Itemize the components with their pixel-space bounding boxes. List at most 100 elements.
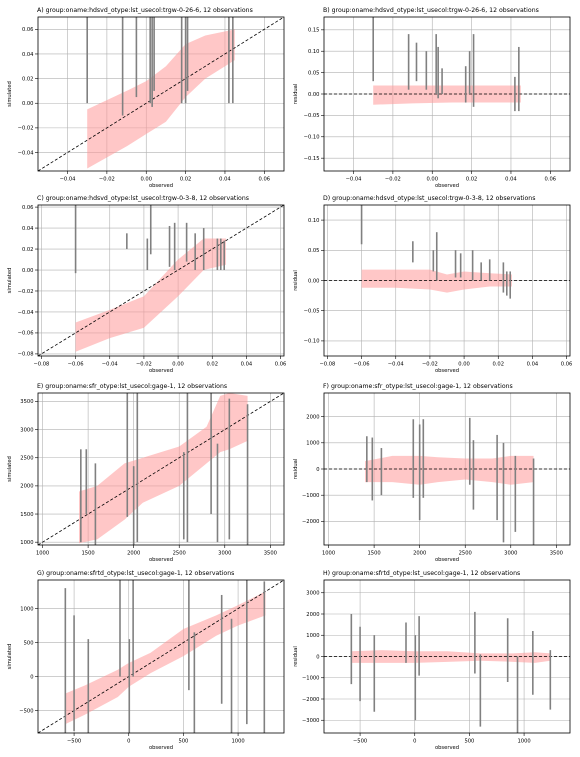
x-tick-label: 0.06 [545,177,557,183]
y-axis-label: residual [293,646,299,667]
chart-title: E) group:oname:sfr_otype:lst_usecol:gage… [37,383,227,390]
x-tick-label: 0.02 [206,362,218,368]
axes-frame [37,204,285,357]
x-tick-label: −0.02 [385,177,401,183]
panel-a: −0.04 −0.02 0.00 0.02 0.04 0.06 −0.04 −0.02 0.00… [7,7,285,189]
axes-frame [37,579,285,734]
panel-e: 1000 1500 2000 2500 3000 3500 1000 1500 2000 2500… [7,383,285,563]
uncertainty-band [65,591,266,725]
x-tick-label: 0.04 [219,177,231,183]
x-tick-label: −0.04 [388,362,405,368]
y-tick-label: 0 [316,654,319,660]
x-tick-label: −0.06 [354,362,370,368]
y-tick-label: 3000 [20,427,33,433]
plot-area [324,17,570,112]
y-axis-label: residual [293,270,299,291]
y-axis-label: simulated [7,268,13,294]
chart-title: D) group:oname:hdsvd_otype:lst_usecol:tr… [323,195,535,202]
panel-f: 1000 1500 2000 2500 3000 3500 −2000 −1000 0 1000 2… [293,383,571,563]
uncertainty-band [365,455,534,485]
y-tick-label: −0.05 [304,113,320,119]
x-axis-label: observed [149,557,173,563]
y-tick-label: 1000 [306,633,319,639]
x-tick-label: 2500 [459,551,472,557]
y-axis-label: residual [293,459,299,480]
x-tick-label: 0 [413,739,416,745]
x-tick-label: −0.08 [33,362,49,368]
x-tick-label: 0.00 [172,362,184,368]
y-tick-label: 0.00 [22,268,34,274]
one-to-one-line [38,580,284,733]
y-tick-label: 1000 [20,606,33,612]
axes-frame [37,16,285,172]
y-axis-label: simulated [7,644,13,670]
x-axis-label: observed [435,745,459,751]
x-tick-label: 500 [178,739,188,745]
plot-area [324,417,570,545]
x-tick-label: −0.08 [319,362,335,368]
y-tick-label: −0.08 [18,352,34,358]
y-tick-label: 0.05 [308,248,320,254]
y-tick-label: 0.06 [22,205,34,211]
y-tick-label: −0.02 [18,289,34,295]
y-tick-label: 1000 [20,540,33,546]
x-tick-label: 0.02 [180,177,192,183]
plot-area [38,393,284,545]
x-tick-label: −0.04 [102,362,119,368]
y-tick-label: 1000 [306,441,319,447]
x-axis-label: observed [435,368,459,374]
y-tick-label: 0.00 [308,278,320,284]
one-to-one-line [38,17,284,171]
chart-title: B) group:oname:hdsvd_otype:lst_usecol:tr… [323,7,539,14]
plot-area [324,205,570,299]
y-tick-label: 0 [316,467,319,473]
x-tick-label: 1000 [517,739,530,745]
chart-title: C) group:oname:hdsvd_otype:lst_usecol:tr… [37,195,249,202]
x-tick-label: 1500 [368,551,381,557]
y-axis-label: residual [293,84,299,105]
x-tick-label: 2500 [173,551,186,557]
y-tick-label: 0.06 [22,27,34,33]
x-tick-label: −0.02 [136,362,152,368]
uncertainty-band [373,85,521,105]
y-tick-label: −0.10 [304,135,320,141]
x-tick-label: −0.04 [346,177,363,183]
x-tick-label: −0.04 [60,177,77,183]
y-tick-label: −0.10 [304,339,320,345]
uncertainty-band [361,269,512,293]
x-tick-label: 0.00 [458,362,470,368]
one-to-one-line [38,205,284,356]
x-axis-label: observed [149,745,173,751]
x-tick-label: 0.04 [527,362,539,368]
panel-b: −0.04 −0.02 0.00 0.02 0.04 0.06 −0.15 −0.10 −0.0… [293,7,571,189]
x-tick-label: 2000 [413,551,426,557]
chart-title: H) group:oname:sfrtd_otype:lst_usecol:ga… [323,570,520,577]
x-tick-label: 3000 [218,551,231,557]
x-tick-label: 0 [127,739,130,745]
chart-title: G) group:oname:sfrtd_otype:lst_usecol:ga… [37,570,234,577]
y-tick-label: 0.02 [22,247,34,253]
y-tick-label: 3000 [306,591,319,597]
x-tick-label: 3500 [264,551,277,557]
y-tick-label: −3000 [302,718,320,724]
x-tick-label: 0.00 [140,177,152,183]
x-tick-label: 0.04 [241,362,253,368]
axes-frame [37,392,285,546]
x-tick-label: 0.06 [561,362,573,368]
y-tick-label: 0.10 [308,49,320,55]
x-tick-label: 500 [464,739,474,745]
panel-h: −500 0 500 1000 −3000 −2000 −1000 0 1000 2000 3000… [293,570,571,751]
uncertainty-band [87,29,235,169]
y-tick-label: 0.05 [308,70,320,76]
y-tick-label: −0.04 [18,310,35,316]
y-tick-label: 0.15 [308,28,320,34]
panel-c: −0.08 −0.06 −0.04 −0.02 0.00 0.02 0.04 0.06 −0.0… [7,195,286,374]
uncertainty-band [79,393,248,544]
x-axis-label: observed [149,183,173,189]
x-tick-label: 0.06 [275,362,287,368]
y-tick-label: 500 [24,640,34,646]
x-tick-label: 3000 [504,551,517,557]
x-tick-label: 1000 [231,739,244,745]
y-tick-label: 2000 [306,414,319,420]
